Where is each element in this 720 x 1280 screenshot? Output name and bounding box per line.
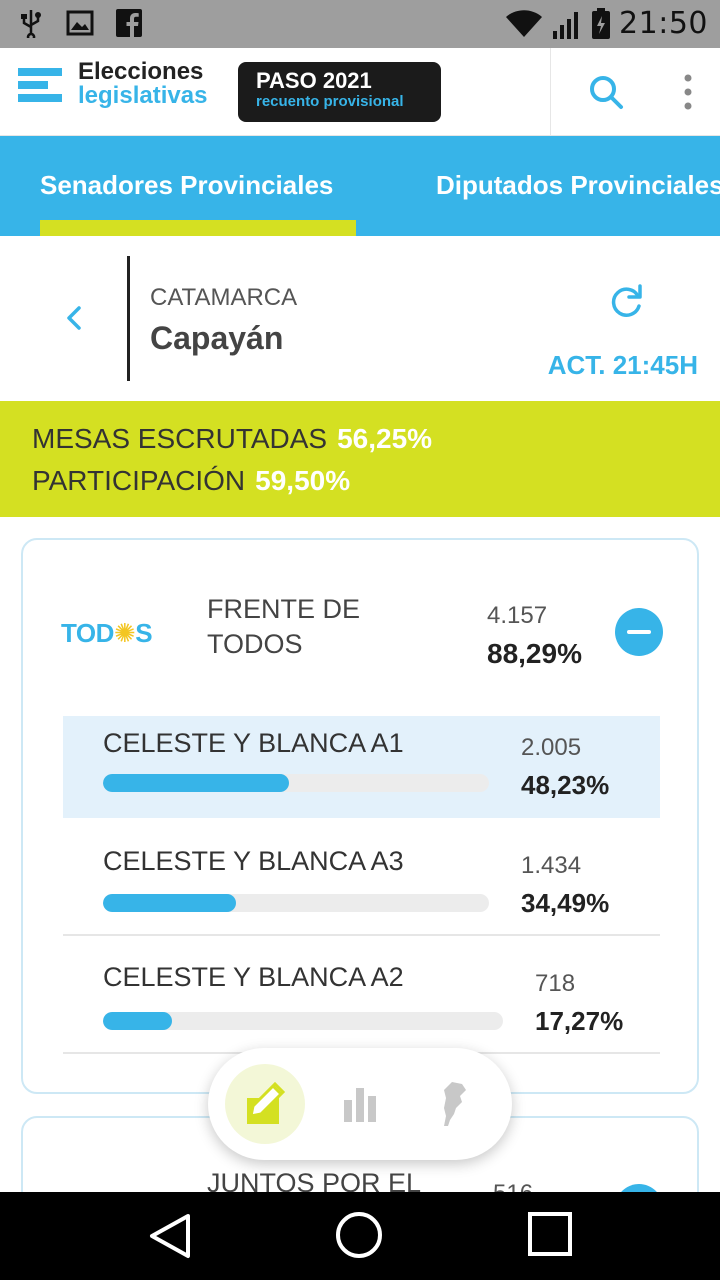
- sun-icon: ✺: [113, 618, 136, 648]
- badge-title: PASO 2021: [256, 68, 372, 93]
- tab-bar: Senadores Provinciales Diputados Provinc…: [0, 136, 720, 236]
- map-icon[interactable]: [438, 1080, 472, 1128]
- participacion-label: PARTICIPACIÓN: [32, 465, 246, 496]
- participacion-value: 59,50%: [255, 465, 351, 496]
- bar-chart-icon[interactable]: [342, 1084, 378, 1124]
- list-percent: 48,23%: [521, 770, 610, 800]
- floating-nav: [208, 1048, 512, 1160]
- battery-icon: [592, 7, 611, 39]
- party-logo: TOD✺S: [61, 618, 153, 649]
- status-bar: 21:50: [0, 0, 720, 48]
- stats-banner: MESAS ESCRUTADAS 56,25% PARTICIPACIÓN 59,5…: [0, 401, 720, 517]
- list-item[interactable]: CELESTE Y BLANCA A2 718 17,27%: [63, 936, 660, 1054]
- list-votes: 2.005: [521, 734, 582, 761]
- mesas-escrutadas: MESAS ESCRUTADAS 56,25%: [32, 423, 432, 455]
- candidate-list: CELESTE Y BLANCA A1 2.005 48,23% CELESTE…: [63, 716, 660, 1054]
- location-divider: [127, 256, 130, 381]
- logo-icon: [18, 68, 62, 102]
- refresh-icon[interactable]: [606, 282, 646, 322]
- more-options-icon[interactable]: [676, 72, 700, 112]
- progress-fill: [103, 1012, 173, 1030]
- mesas-label: MESAS ESCRUTADAS: [32, 423, 328, 454]
- party-card: TOD✺S FRENTE DE TODOS 4.157 88,29% CELES…: [21, 538, 699, 1094]
- progress-bar: [103, 1012, 503, 1030]
- logo-line-1: Elecciones: [78, 58, 204, 85]
- list-name: CELESTE Y BLANCA A2: [103, 962, 404, 992]
- list-item[interactable]: CELESTE Y BLANCA A3 1.434 34,49%: [63, 818, 660, 936]
- progress-fill: [103, 774, 290, 792]
- badge-subtitle: recuento provisional: [256, 93, 404, 110]
- party-name: FRENTE DE TODOS: [207, 594, 361, 659]
- ballot-icon[interactable]: [225, 1064, 305, 1144]
- signal-icon: [553, 11, 579, 39]
- list-percent: 34,49%: [521, 888, 610, 918]
- app-bar: Elecciones legislativas PASO 2021 recuen…: [0, 48, 720, 136]
- system-nav-bar: [0, 1192, 720, 1280]
- collapse-icon[interactable]: [615, 608, 663, 656]
- party-logo-text-a: TOD: [61, 618, 114, 648]
- mesas-value: 56,25%: [337, 423, 433, 454]
- search-icon[interactable]: [586, 72, 626, 112]
- logo-line-2: legislativas: [78, 82, 208, 109]
- tab-senadores-provinciales[interactable]: Senadores Provinciales: [40, 170, 334, 200]
- header-divider: [550, 48, 551, 136]
- progress-bar: [103, 774, 489, 792]
- chevron-left-icon[interactable]: [58, 298, 90, 338]
- location-header: CATAMARCA Capayán ACT. 21:45H: [0, 236, 720, 401]
- list-name: CELESTE Y BLANCA A3: [103, 846, 404, 876]
- tab-diputados-provinciales[interactable]: Diputados Provinciales: [436, 170, 720, 200]
- participacion: PARTICIPACIÓN 59,50%: [32, 465, 350, 497]
- facebook-icon: [116, 9, 142, 37]
- list-votes: 1.434: [521, 852, 582, 879]
- wifi-icon: [506, 9, 543, 37]
- image-icon: [66, 10, 94, 36]
- progress-bar: [103, 894, 489, 912]
- recent-apps-icon[interactable]: [528, 1212, 572, 1256]
- list-percent: 17,27%: [535, 1006, 624, 1036]
- party-percent: 88,29%: [487, 638, 582, 669]
- back-icon[interactable]: [148, 1212, 194, 1260]
- list-item[interactable]: CELESTE Y BLANCA A1 2.005 48,23%: [63, 716, 660, 818]
- app-logo: Elecciones legislativas: [78, 60, 207, 108]
- active-tab-indicator: [40, 220, 356, 236]
- home-icon[interactable]: [336, 1212, 382, 1258]
- usb-icon: [21, 10, 41, 38]
- province-name: CATAMARCA: [150, 284, 298, 311]
- municipality-name: Capayán: [150, 320, 284, 356]
- party-logo-text-b: S: [135, 618, 153, 648]
- election-badge: PASO 2021 recuento provisional: [238, 62, 441, 122]
- progress-fill: [103, 894, 237, 912]
- list-name: CELESTE Y BLANCA A1: [103, 728, 404, 758]
- list-votes: 718: [535, 970, 576, 997]
- party-votes: 4.157: [487, 602, 548, 629]
- last-update: ACT. 21:45H: [547, 350, 698, 380]
- clock: 21:50: [619, 6, 708, 41]
